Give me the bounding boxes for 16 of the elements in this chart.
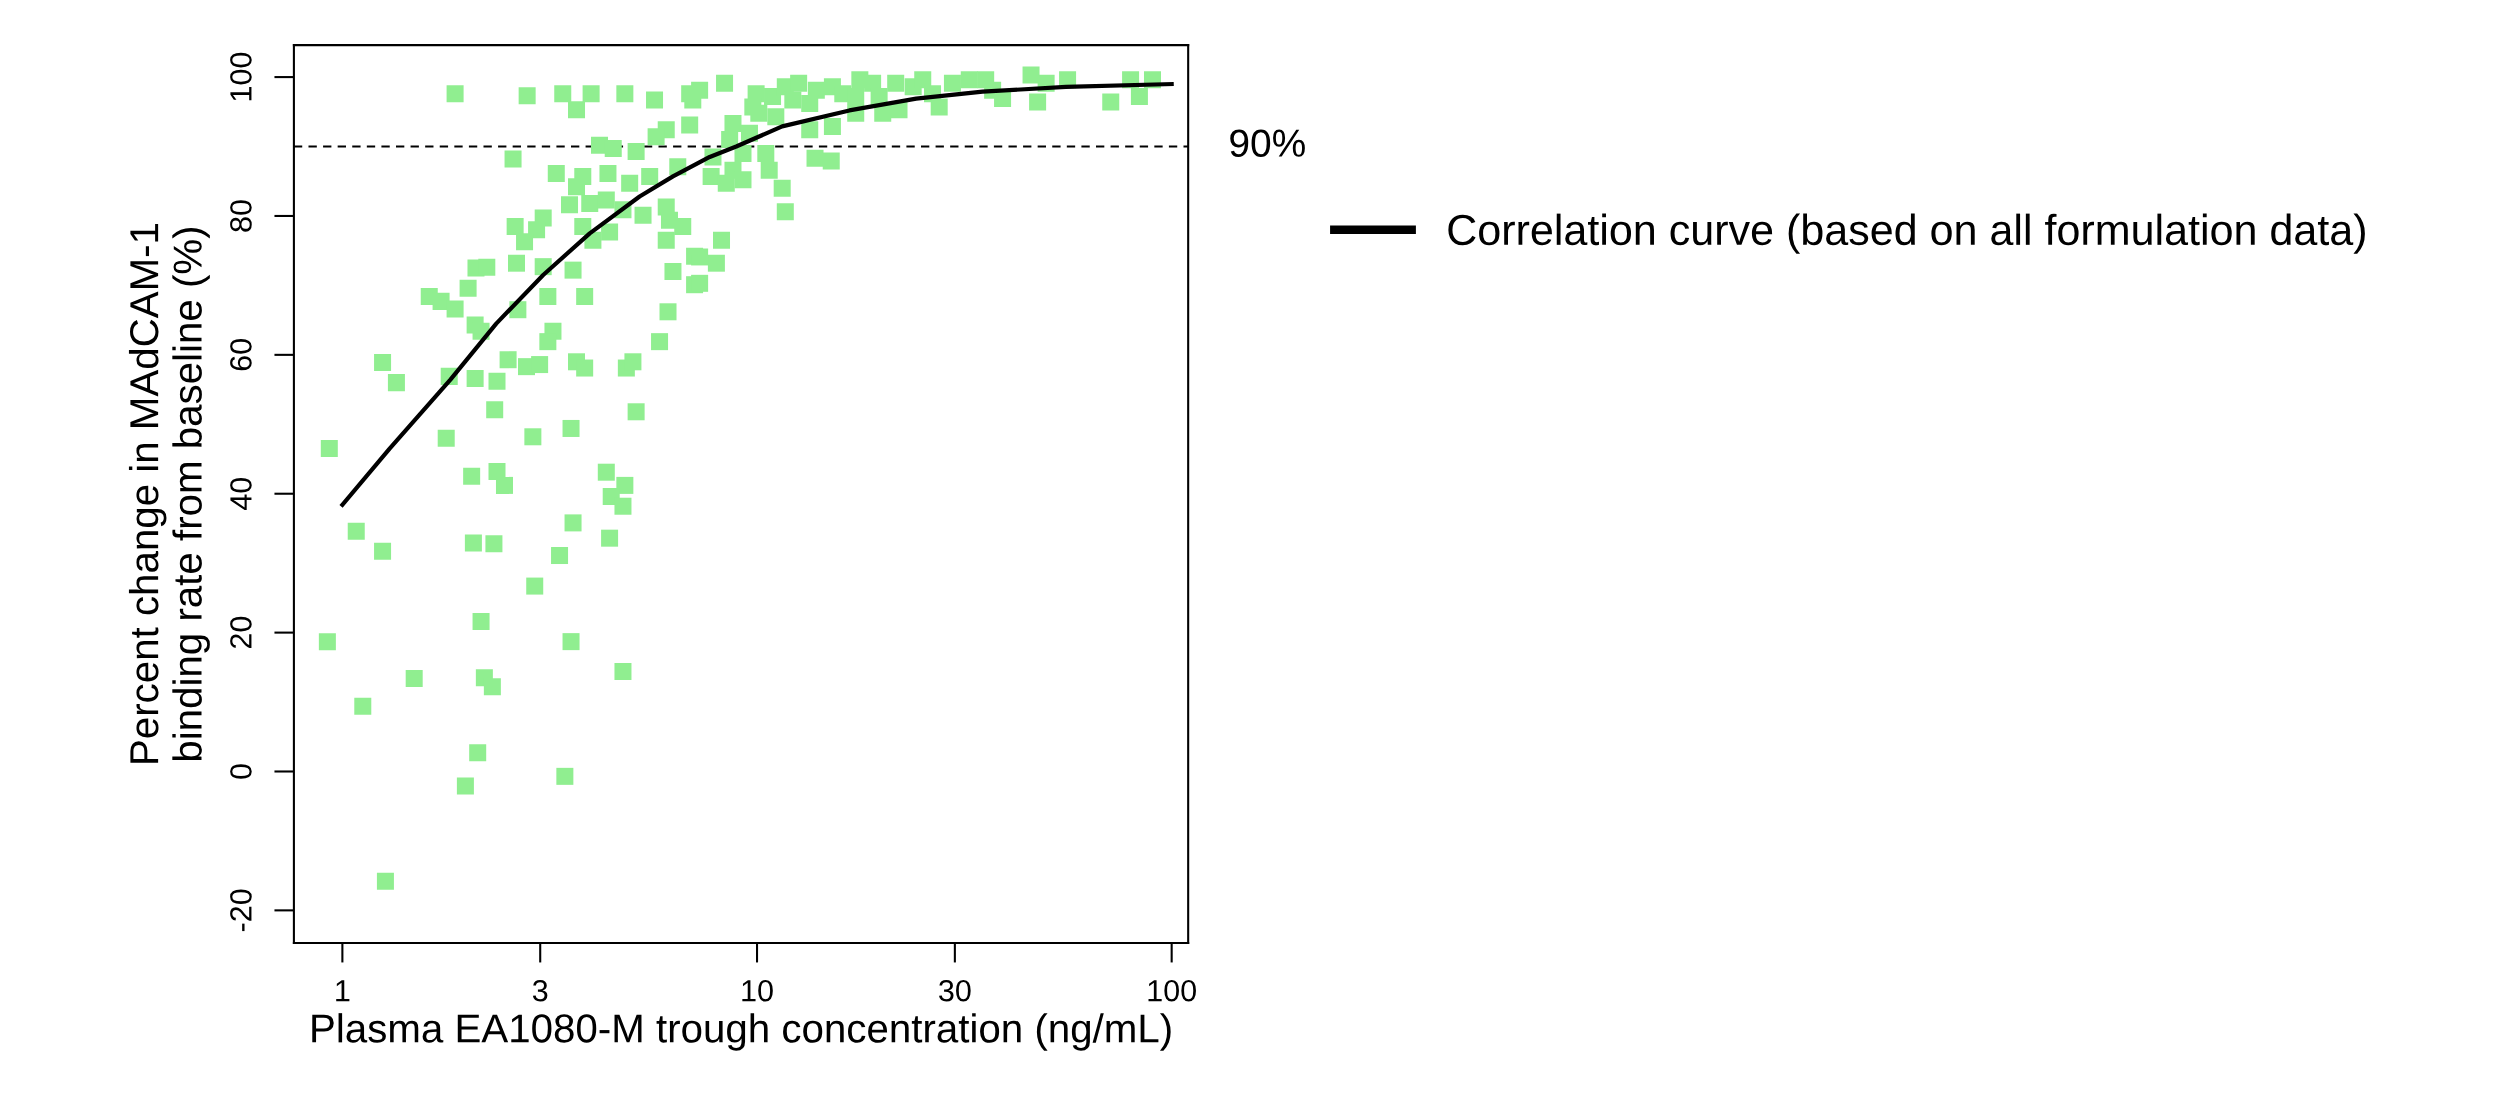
y-tick-label: 20 [230,616,252,649]
x-tick-label: 1 [336,980,350,1002]
y-tick-label: 80 [230,200,252,232]
x-tick-label: 100 [1148,979,1196,1002]
x-tick-label: 10 [742,979,773,1002]
y-tick-label: 100 [230,52,252,101]
ref-line-label: 90% [1230,129,1305,157]
legend-label: Correlation curve (based on all formulation data) [1448,213,2365,254]
x-axis-title: Plasma EA1080-M trough concentration (ng/mL) [312,1013,1171,1051]
y-tick-label: -20 [230,889,252,932]
y-tick-label: 40 [230,477,252,511]
y-axis-title: Percent change in MAdCAM-1 binding rate from baseline (%) [128,224,210,763]
y-tick-label: 60 [230,339,252,371]
x-tick-label: 30 [939,979,971,1002]
y-tick-label: 0 [230,764,252,779]
x-tick-label: 3 [532,979,548,1002]
